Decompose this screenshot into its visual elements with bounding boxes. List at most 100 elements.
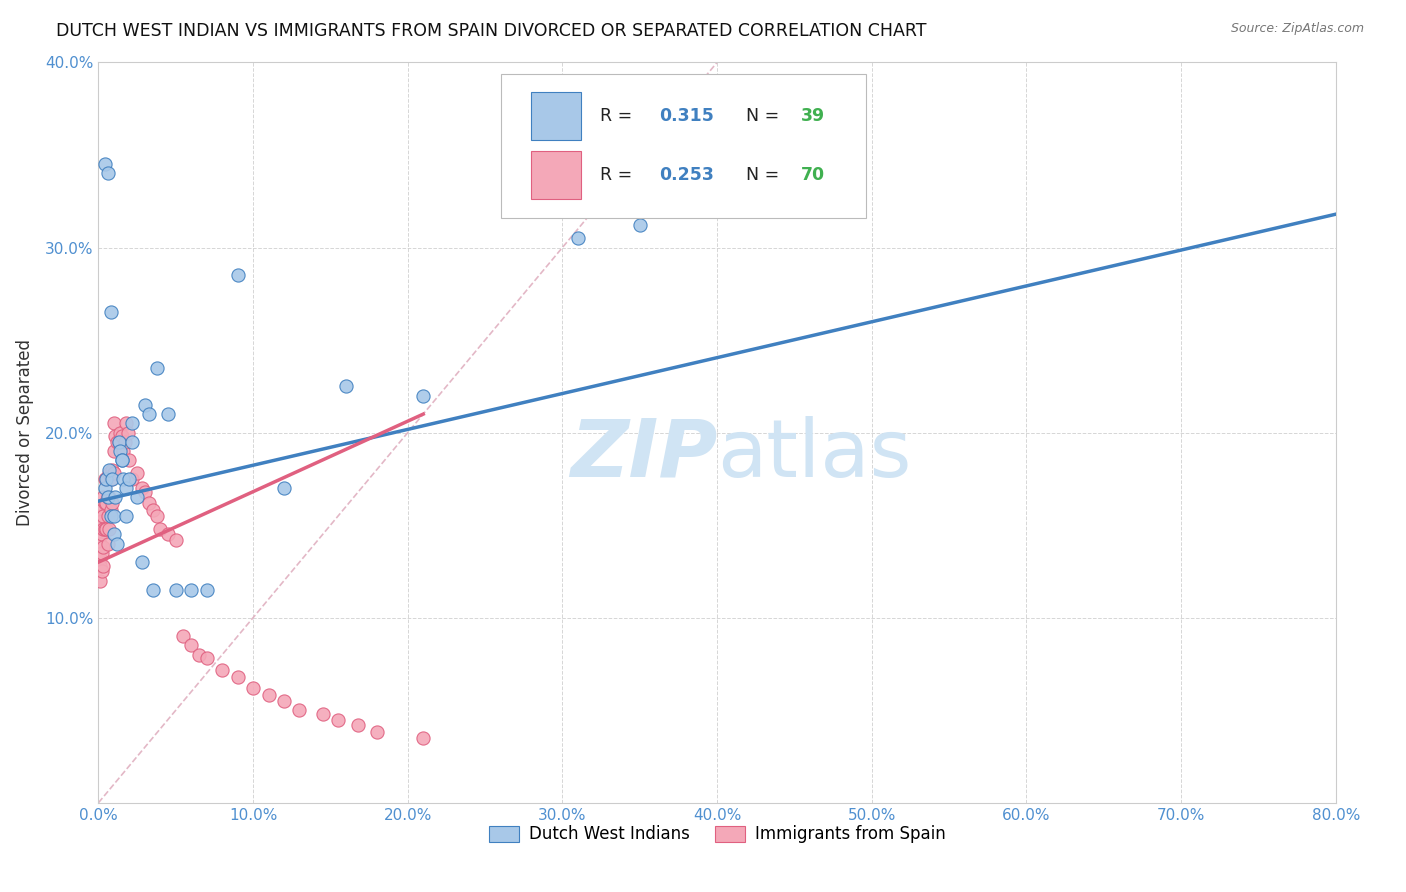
Text: 39: 39 — [801, 107, 825, 125]
Y-axis label: Divorced or Separated: Divorced or Separated — [15, 339, 34, 526]
Point — [91, 541, 114, 555]
Point — [96, 522, 118, 536]
Point — [567, 231, 589, 245]
Point — [104, 429, 127, 443]
Point — [91, 491, 114, 505]
Point — [131, 481, 153, 495]
Point — [97, 508, 120, 523]
Point — [312, 706, 335, 721]
Text: N =: N = — [745, 166, 785, 185]
Point — [157, 527, 180, 541]
Point — [146, 360, 169, 375]
Point — [93, 157, 115, 171]
Point — [257, 689, 280, 703]
Point — [141, 503, 165, 517]
Point — [108, 444, 131, 458]
Point — [326, 713, 350, 727]
Point — [93, 481, 115, 495]
Point — [98, 467, 121, 481]
Point — [101, 496, 124, 510]
Point — [347, 718, 370, 732]
Text: N =: N = — [745, 107, 785, 125]
Point — [96, 496, 118, 510]
Point — [180, 639, 202, 653]
Point — [157, 407, 180, 421]
Point — [100, 508, 122, 523]
Point — [180, 582, 202, 597]
Point — [114, 434, 136, 449]
Point — [98, 491, 121, 505]
Point — [96, 472, 118, 486]
Point — [165, 582, 187, 597]
Point — [188, 648, 211, 662]
Point — [165, 533, 187, 547]
Point — [98, 462, 121, 476]
Point — [108, 425, 131, 440]
Point — [412, 388, 434, 402]
Text: 70: 70 — [801, 166, 825, 185]
Point — [89, 527, 111, 541]
Point — [628, 219, 651, 233]
Point — [103, 467, 125, 481]
Point — [90, 527, 112, 541]
Point — [226, 268, 249, 283]
Point — [93, 496, 115, 510]
Point — [273, 481, 295, 495]
Point — [98, 522, 121, 536]
Point — [146, 508, 169, 523]
Point — [121, 434, 143, 449]
Point — [90, 565, 112, 579]
Point — [195, 582, 218, 597]
Point — [101, 472, 124, 486]
Point — [89, 551, 111, 566]
Text: atlas: atlas — [717, 416, 911, 494]
Point — [97, 536, 120, 550]
Point — [89, 536, 111, 550]
Point — [273, 694, 295, 708]
Point — [115, 508, 138, 523]
Point — [103, 527, 125, 541]
Point — [96, 472, 118, 486]
Point — [90, 546, 112, 560]
Point — [211, 663, 233, 677]
Point — [131, 555, 153, 569]
Point — [93, 522, 115, 536]
Point — [91, 522, 114, 536]
Point — [118, 453, 141, 467]
Point — [104, 491, 127, 505]
Point — [138, 407, 160, 421]
Point — [172, 629, 194, 643]
Point — [226, 670, 249, 684]
Point — [97, 491, 120, 505]
Legend: Dutch West Indians, Immigrants from Spain: Dutch West Indians, Immigrants from Spai… — [482, 819, 952, 850]
Point — [118, 472, 141, 486]
Point — [91, 508, 114, 523]
Point — [138, 496, 160, 510]
Point — [107, 434, 129, 449]
Text: ZIP: ZIP — [569, 416, 717, 494]
Point — [111, 429, 132, 443]
Point — [89, 574, 111, 588]
Point — [91, 558, 114, 573]
Point — [100, 472, 122, 486]
Point — [141, 582, 165, 597]
Point — [366, 725, 388, 739]
Text: R =: R = — [599, 166, 637, 185]
Point — [112, 472, 135, 486]
Point — [100, 503, 122, 517]
FancyBboxPatch shape — [501, 73, 866, 218]
Point — [89, 508, 111, 523]
Point — [288, 703, 311, 717]
FancyBboxPatch shape — [531, 92, 581, 140]
Point — [97, 491, 120, 505]
Point — [149, 522, 172, 536]
Point — [89, 558, 111, 573]
Point — [111, 453, 132, 467]
Point — [90, 515, 112, 529]
Point — [103, 417, 125, 431]
Point — [90, 503, 112, 517]
Point — [127, 491, 149, 505]
Point — [97, 166, 120, 180]
Point — [103, 508, 125, 523]
Text: Source: ZipAtlas.com: Source: ZipAtlas.com — [1230, 22, 1364, 36]
